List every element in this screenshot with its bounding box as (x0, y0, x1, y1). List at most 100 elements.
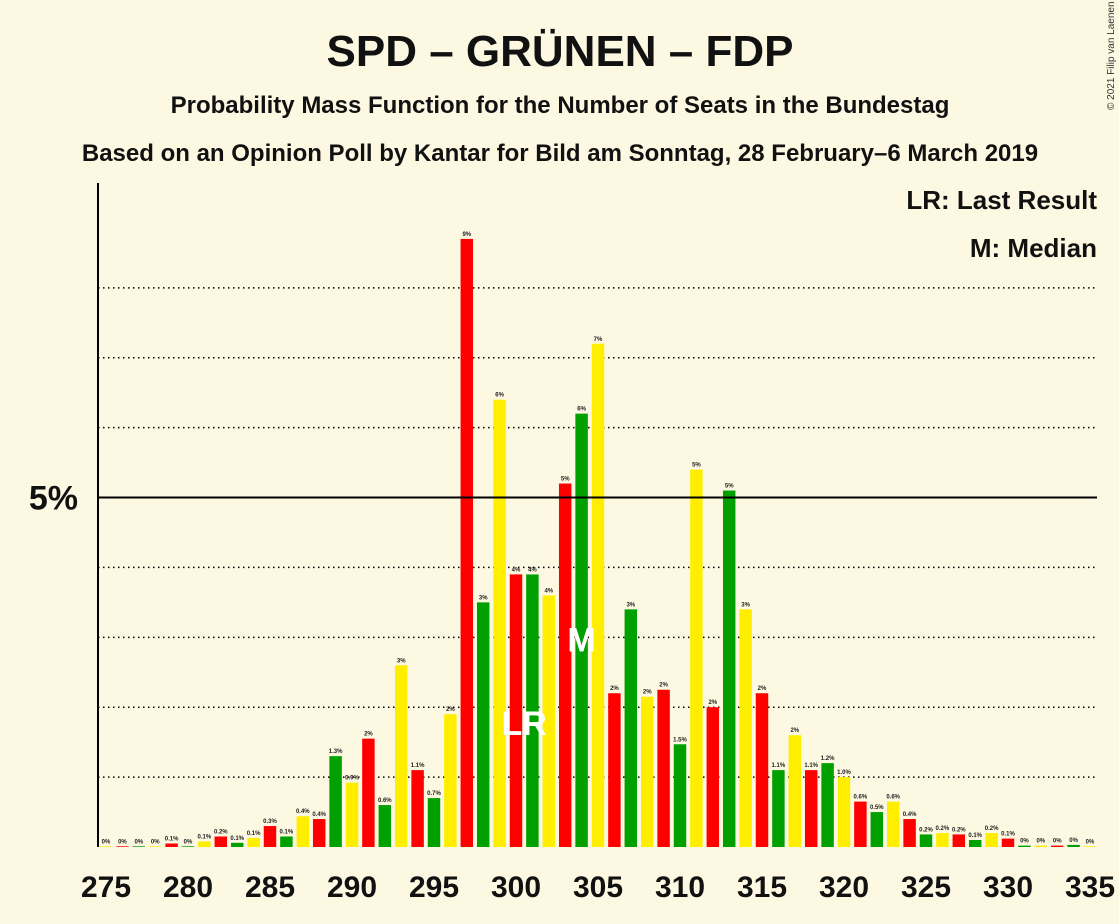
bar-seat-322 (870, 812, 884, 847)
data-label-seat-278: 0% (151, 839, 160, 845)
bar-seat-280 (181, 846, 195, 847)
data-label-seat-293: 3% (397, 658, 406, 664)
data-label-seat-283: 0.1% (230, 836, 244, 842)
data-label-seat-321: 0.6% (854, 795, 868, 801)
bar-seat-292 (378, 805, 392, 847)
data-label-seat-328: 0.1% (968, 833, 982, 839)
markers: LR M (502, 621, 596, 743)
bar-seat-291 (362, 738, 375, 847)
bar-seat-275 (99, 846, 113, 847)
x-tick-285: 285 (245, 871, 295, 904)
bar-seat-319 (821, 763, 834, 847)
bar-seat-284 (247, 837, 260, 847)
data-label-seat-299: 6% (495, 393, 504, 399)
data-label-seat-312: 2% (708, 700, 717, 706)
x-tick-310: 310 (655, 871, 705, 904)
data-label-seat-322: 0.5% (870, 805, 884, 811)
x-tick-330: 330 (983, 871, 1033, 904)
data-label-seat-318: 1.1% (804, 763, 818, 769)
data-label-seat-294: 1.1% (411, 763, 425, 769)
bar-seat-304 (575, 413, 588, 847)
x-tick-280: 280 (163, 871, 213, 904)
y-tick-label: 5% (29, 480, 78, 518)
x-tick-290: 290 (327, 871, 377, 904)
data-label-seat-291: 2% (364, 732, 373, 738)
legend-last-result: LR: Last Result (906, 185, 1097, 215)
bar-seat-312 (706, 707, 720, 847)
data-label-seat-326: 0.2% (936, 826, 950, 832)
bar-seat-323 (886, 801, 900, 847)
data-label-seat-320: 1.0% (837, 770, 851, 776)
bar-seat-310 (673, 744, 687, 847)
x-tick-320: 320 (819, 871, 869, 904)
bar-seat-283 (230, 842, 244, 847)
data-label-seat-279: 0.1% (165, 837, 179, 843)
data-label-seat-284: 0.1% (247, 831, 261, 837)
data-label-seat-334: 0% (1069, 838, 1078, 844)
bar-seat-330 (1001, 838, 1015, 847)
bar-seat-320 (837, 777, 851, 847)
bar-seat-308 (640, 696, 654, 847)
data-label-seat-323: 0.6% (886, 795, 900, 801)
data-label-seat-330: 0.1% (1001, 832, 1015, 838)
data-label-seat-292: 0.6% (378, 798, 392, 804)
bar-seat-331 (1018, 845, 1031, 847)
bar-seat-326 (936, 833, 949, 847)
data-label-seat-325: 0.2% (919, 827, 933, 833)
chart-subtitle-2: Based on an Opinion Poll by Kantar for B… (82, 140, 1038, 167)
bar-seat-293 (394, 665, 408, 847)
data-label-seat-305: 7% (594, 337, 603, 343)
bar-seat-276 (116, 846, 129, 847)
bar-seat-311 (690, 469, 703, 847)
bar-seat-318 (804, 770, 818, 847)
data-label-seat-302: 4% (544, 588, 553, 594)
data-label-seat-317: 2% (790, 728, 799, 734)
x-tick-305: 305 (573, 871, 623, 904)
bar-seat-285 (263, 826, 277, 847)
data-label-seat-333: 0% (1053, 839, 1062, 845)
data-label-seat-296: 2% (446, 707, 455, 713)
bar-seat-278 (148, 846, 162, 847)
data-labels: 0% 0% 0% 0% 0.1% 0%0.1%0.2%0.1%0.1%0.3%0.1%0.… (102, 232, 1095, 845)
bar-seat-335 (1083, 846, 1097, 847)
x-tick-labels: 275 280 285 290 295 300 305 310 315 320 325 330 335 (81, 871, 1115, 904)
bar-seat-332 (1034, 845, 1048, 847)
last-result-marker: LR (502, 705, 547, 743)
data-label-seat-285: 0.3% (263, 819, 277, 825)
gridlines (98, 287, 1097, 778)
bar-seat-295 (427, 798, 441, 847)
bar-seat-277 (132, 846, 146, 847)
data-label-seat-310: 1.5% (673, 737, 687, 743)
bar-seat-309 (657, 689, 670, 847)
median-marker: M (567, 621, 595, 659)
data-label-seat-275: 0% (102, 839, 111, 845)
bar-seat-298 (476, 602, 490, 847)
bar-seat-315 (755, 693, 769, 847)
data-label-seat-288: 0.4% (312, 812, 326, 818)
data-label-seat-331: 0% (1020, 839, 1029, 845)
bar-seat-324 (903, 819, 916, 847)
x-tick-275: 275 (81, 871, 131, 904)
bar-seat-302 (542, 595, 556, 847)
x-tick-335: 335 (1065, 871, 1115, 904)
bar-seat-286 (280, 836, 293, 847)
x-tick-325: 325 (901, 871, 951, 904)
copyright-notice: © 2021 Filip van Laenen (1106, 1, 1117, 110)
bar-seat-297 (460, 238, 474, 848)
data-label-seat-308: 2% (643, 690, 652, 696)
bar-seat-303 (558, 483, 572, 847)
bar-seat-305 (591, 343, 605, 847)
x-tick-315: 315 (737, 871, 787, 904)
bar-seat-307 (624, 609, 638, 847)
bar-seat-282 (214, 836, 228, 847)
x-tick-300: 300 (491, 871, 541, 904)
data-label-seat-332: 0% (1036, 839, 1045, 845)
bar-seat-317 (788, 735, 802, 847)
bar-seat-300 (509, 574, 523, 847)
bar-seat-279 (165, 843, 178, 847)
bar-seat-299 (493, 399, 506, 847)
legend-median: M: Median (970, 233, 1097, 263)
data-label-seat-309: 2% (659, 683, 668, 689)
bar-seat-313 (722, 490, 736, 847)
